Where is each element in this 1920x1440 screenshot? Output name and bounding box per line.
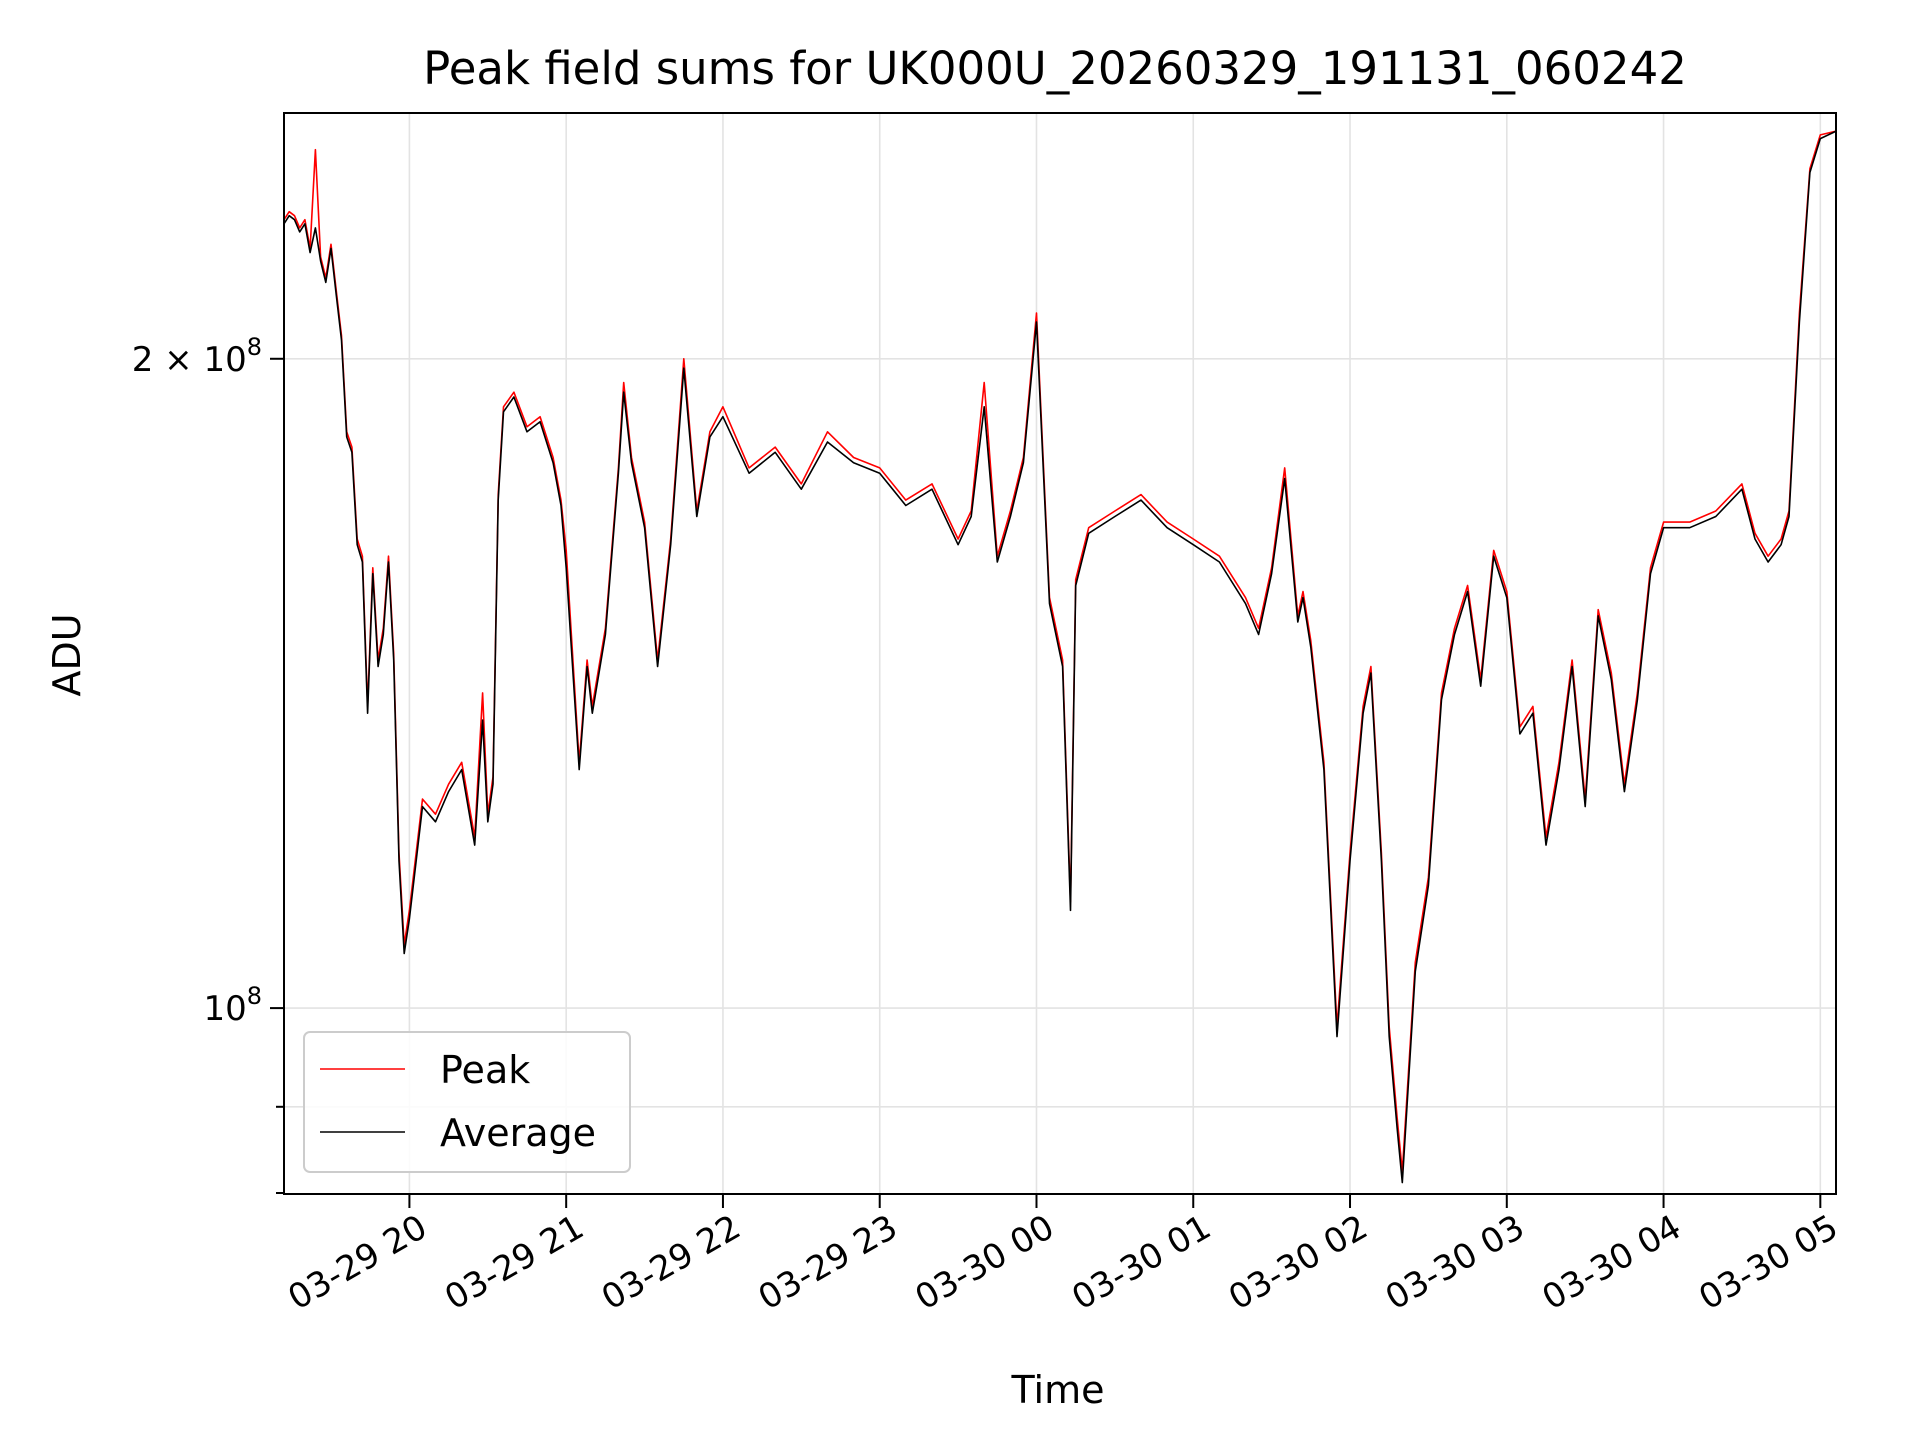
y-axis-ticks: 2 × 108 108 [132, 333, 284, 1194]
plot-frame [283, 112, 1837, 1195]
legend: Peak Average [303, 1031, 631, 1173]
y-axis-label: ADU [45, 613, 89, 696]
series-layer [284, 130, 1836, 1184]
legend-box [303, 1031, 631, 1173]
y-tick-label: 2 × 108 [132, 333, 262, 380]
legend-label-average: Average [440, 1111, 596, 1155]
grid-layer [284, 113, 1836, 1194]
legend-label-peak: Peak [440, 1048, 530, 1092]
x-axis-label: Time [1011, 1368, 1105, 1412]
chart-title: Peak field sums for UK000U_20260329_1911… [423, 42, 1687, 95]
series-line-average [284, 130, 1836, 1184]
y-tick-label: 108 [203, 982, 262, 1029]
